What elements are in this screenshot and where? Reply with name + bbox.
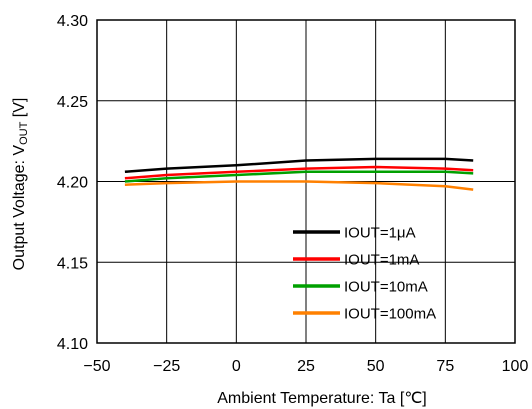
series-line: [124, 157, 474, 174]
series-line: [124, 180, 474, 191]
legend-label: IOUT=10mA: [344, 279, 428, 296]
x-tick-label: 25: [297, 358, 315, 375]
x-tick-labels: −50 −25 0 25 50 75 100: [83, 358, 528, 375]
x-tick-label: 50: [367, 358, 385, 375]
y-axis-title: Output Voltage: VOUT [V]: [11, 98, 30, 271]
y-axis-title-unit: [V]: [11, 98, 28, 122]
x-axis-title: Ambient Temperature: Ta [℃]: [217, 390, 426, 407]
legend-label: IOUT=100mA: [344, 306, 436, 323]
series-lines: [124, 157, 474, 191]
y-tick-label: 4.10: [57, 336, 88, 353]
legend-label: IOUT=1μA: [344, 225, 416, 242]
series-line: [124, 170, 474, 183]
x-tick-label: 0: [232, 358, 241, 375]
plot-frame: [96, 19, 516, 344]
x-tick-label: 75: [436, 358, 454, 375]
series-line: [124, 165, 474, 180]
x-tick-label: −25: [153, 358, 180, 375]
y-tick-label: 4.20: [57, 175, 88, 192]
legend-label: IOUT=1mA: [344, 252, 419, 269]
y-tick-label: 4.30: [57, 13, 88, 30]
x-tick-label: −50: [83, 358, 110, 375]
y-axis-title-main: Output Voltage: V: [11, 145, 28, 271]
x-tick-label: 100: [502, 358, 529, 375]
y-tick-label: 4.25: [57, 94, 88, 111]
y-tick-labels: 4.10 4.15 4.20 4.25 4.30: [57, 13, 88, 353]
y-axis-title-subscript: OUT: [18, 121, 30, 145]
legend: IOUT=1μA IOUT=1mA IOUT=10mA IOUT=100mA: [293, 225, 436, 323]
y-tick-label: 4.15: [57, 255, 88, 272]
